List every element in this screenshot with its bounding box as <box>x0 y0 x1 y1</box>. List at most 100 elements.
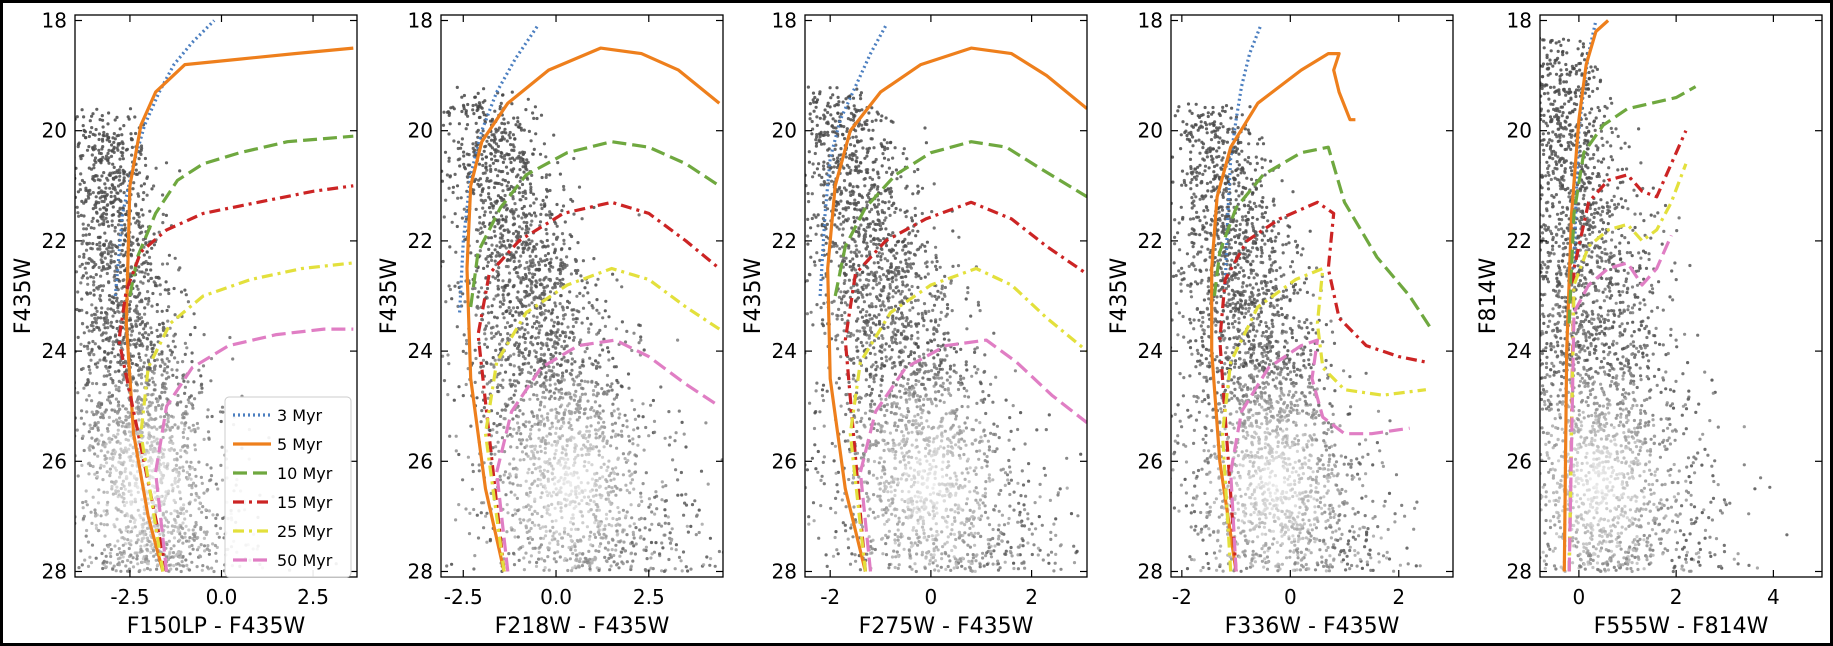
star-point <box>491 275 495 279</box>
star-point <box>55 497 58 500</box>
star-point <box>475 305 479 309</box>
star-point <box>523 231 528 235</box>
star-point <box>483 171 487 175</box>
star-point <box>554 351 558 355</box>
star-point <box>123 341 127 346</box>
star-point <box>456 281 460 285</box>
star-point <box>521 250 525 254</box>
star-point <box>113 354 117 359</box>
star-point <box>494 130 498 134</box>
star-point <box>558 334 562 338</box>
star-point <box>527 353 531 357</box>
star-point <box>130 153 134 157</box>
star-point <box>483 342 487 346</box>
star-point <box>572 156 576 161</box>
star-point <box>501 279 505 283</box>
star-point <box>524 228 528 232</box>
star-point <box>106 307 110 311</box>
star-point <box>588 356 592 360</box>
star-point <box>496 287 500 291</box>
star-point <box>496 144 500 148</box>
star-point <box>523 189 527 193</box>
star-point <box>92 280 96 284</box>
star-point <box>441 123 446 127</box>
star-point <box>667 522 671 526</box>
star-point <box>491 356 495 360</box>
star-point <box>121 157 125 161</box>
star-point <box>581 259 586 263</box>
star-point <box>524 243 528 247</box>
star-point <box>106 252 110 256</box>
star-point <box>142 191 146 195</box>
star-point <box>102 194 106 198</box>
star-point <box>134 324 138 328</box>
star-point <box>448 245 452 249</box>
star-point <box>660 498 664 502</box>
star-point <box>183 288 187 292</box>
star-point <box>458 157 462 161</box>
star-point <box>502 316 506 320</box>
star-point <box>487 206 492 210</box>
star-point <box>128 307 132 311</box>
star-point <box>493 234 497 238</box>
star-point <box>530 264 535 268</box>
star-point <box>169 353 173 357</box>
star-point <box>453 172 457 176</box>
star-point <box>517 259 521 263</box>
star-point <box>154 166 158 170</box>
star-point <box>453 284 457 288</box>
star-point <box>118 127 122 131</box>
star-point <box>512 116 516 120</box>
star-point <box>528 292 532 296</box>
star-point <box>604 299 608 303</box>
star-point <box>173 313 177 317</box>
star-point <box>97 265 101 270</box>
star-point <box>575 271 579 275</box>
star-point <box>538 152 543 156</box>
star-point <box>506 321 510 325</box>
star-point <box>530 301 534 305</box>
legend-box <box>224 396 352 578</box>
figure: 18 20 22 24 26 28 -2.5 0.0 2.5 F150LP - F435W F435… <box>3 3 1830 643</box>
star-point <box>122 335 126 340</box>
star-point <box>462 162 466 166</box>
star-point <box>157 276 161 280</box>
star-point <box>100 174 104 178</box>
star-point <box>484 257 488 261</box>
star-point <box>67 446 70 449</box>
star-point <box>160 309 164 313</box>
star-point <box>85 148 90 152</box>
star-point <box>484 166 488 170</box>
star-point <box>98 207 102 211</box>
star-point <box>121 146 125 150</box>
star-point <box>524 276 528 280</box>
isochrone-3-myr <box>113 19 216 297</box>
star-point <box>65 220 68 223</box>
star-point <box>120 154 124 158</box>
star-point <box>137 265 141 269</box>
star-point <box>99 161 103 165</box>
star-point <box>142 275 146 279</box>
star-point <box>82 331 86 335</box>
star-point <box>479 198 483 202</box>
star-point <box>34 506 37 509</box>
star-point <box>505 252 509 256</box>
star-point <box>52 526 55 529</box>
star-point <box>684 445 688 449</box>
star-point <box>637 323 641 327</box>
star-point <box>501 378 505 382</box>
star-point <box>106 151 110 155</box>
star-point <box>82 214 86 218</box>
star-point <box>495 316 499 320</box>
star-point <box>482 526 486 530</box>
star-point <box>493 154 497 158</box>
star-point <box>531 275 535 279</box>
star-point <box>569 272 574 276</box>
star-point <box>478 249 482 253</box>
star-point <box>680 569 684 573</box>
star-point <box>460 137 464 141</box>
star-point <box>689 567 693 571</box>
star-point <box>525 168 529 172</box>
star-point <box>495 250 500 254</box>
star-point <box>70 267 73 270</box>
